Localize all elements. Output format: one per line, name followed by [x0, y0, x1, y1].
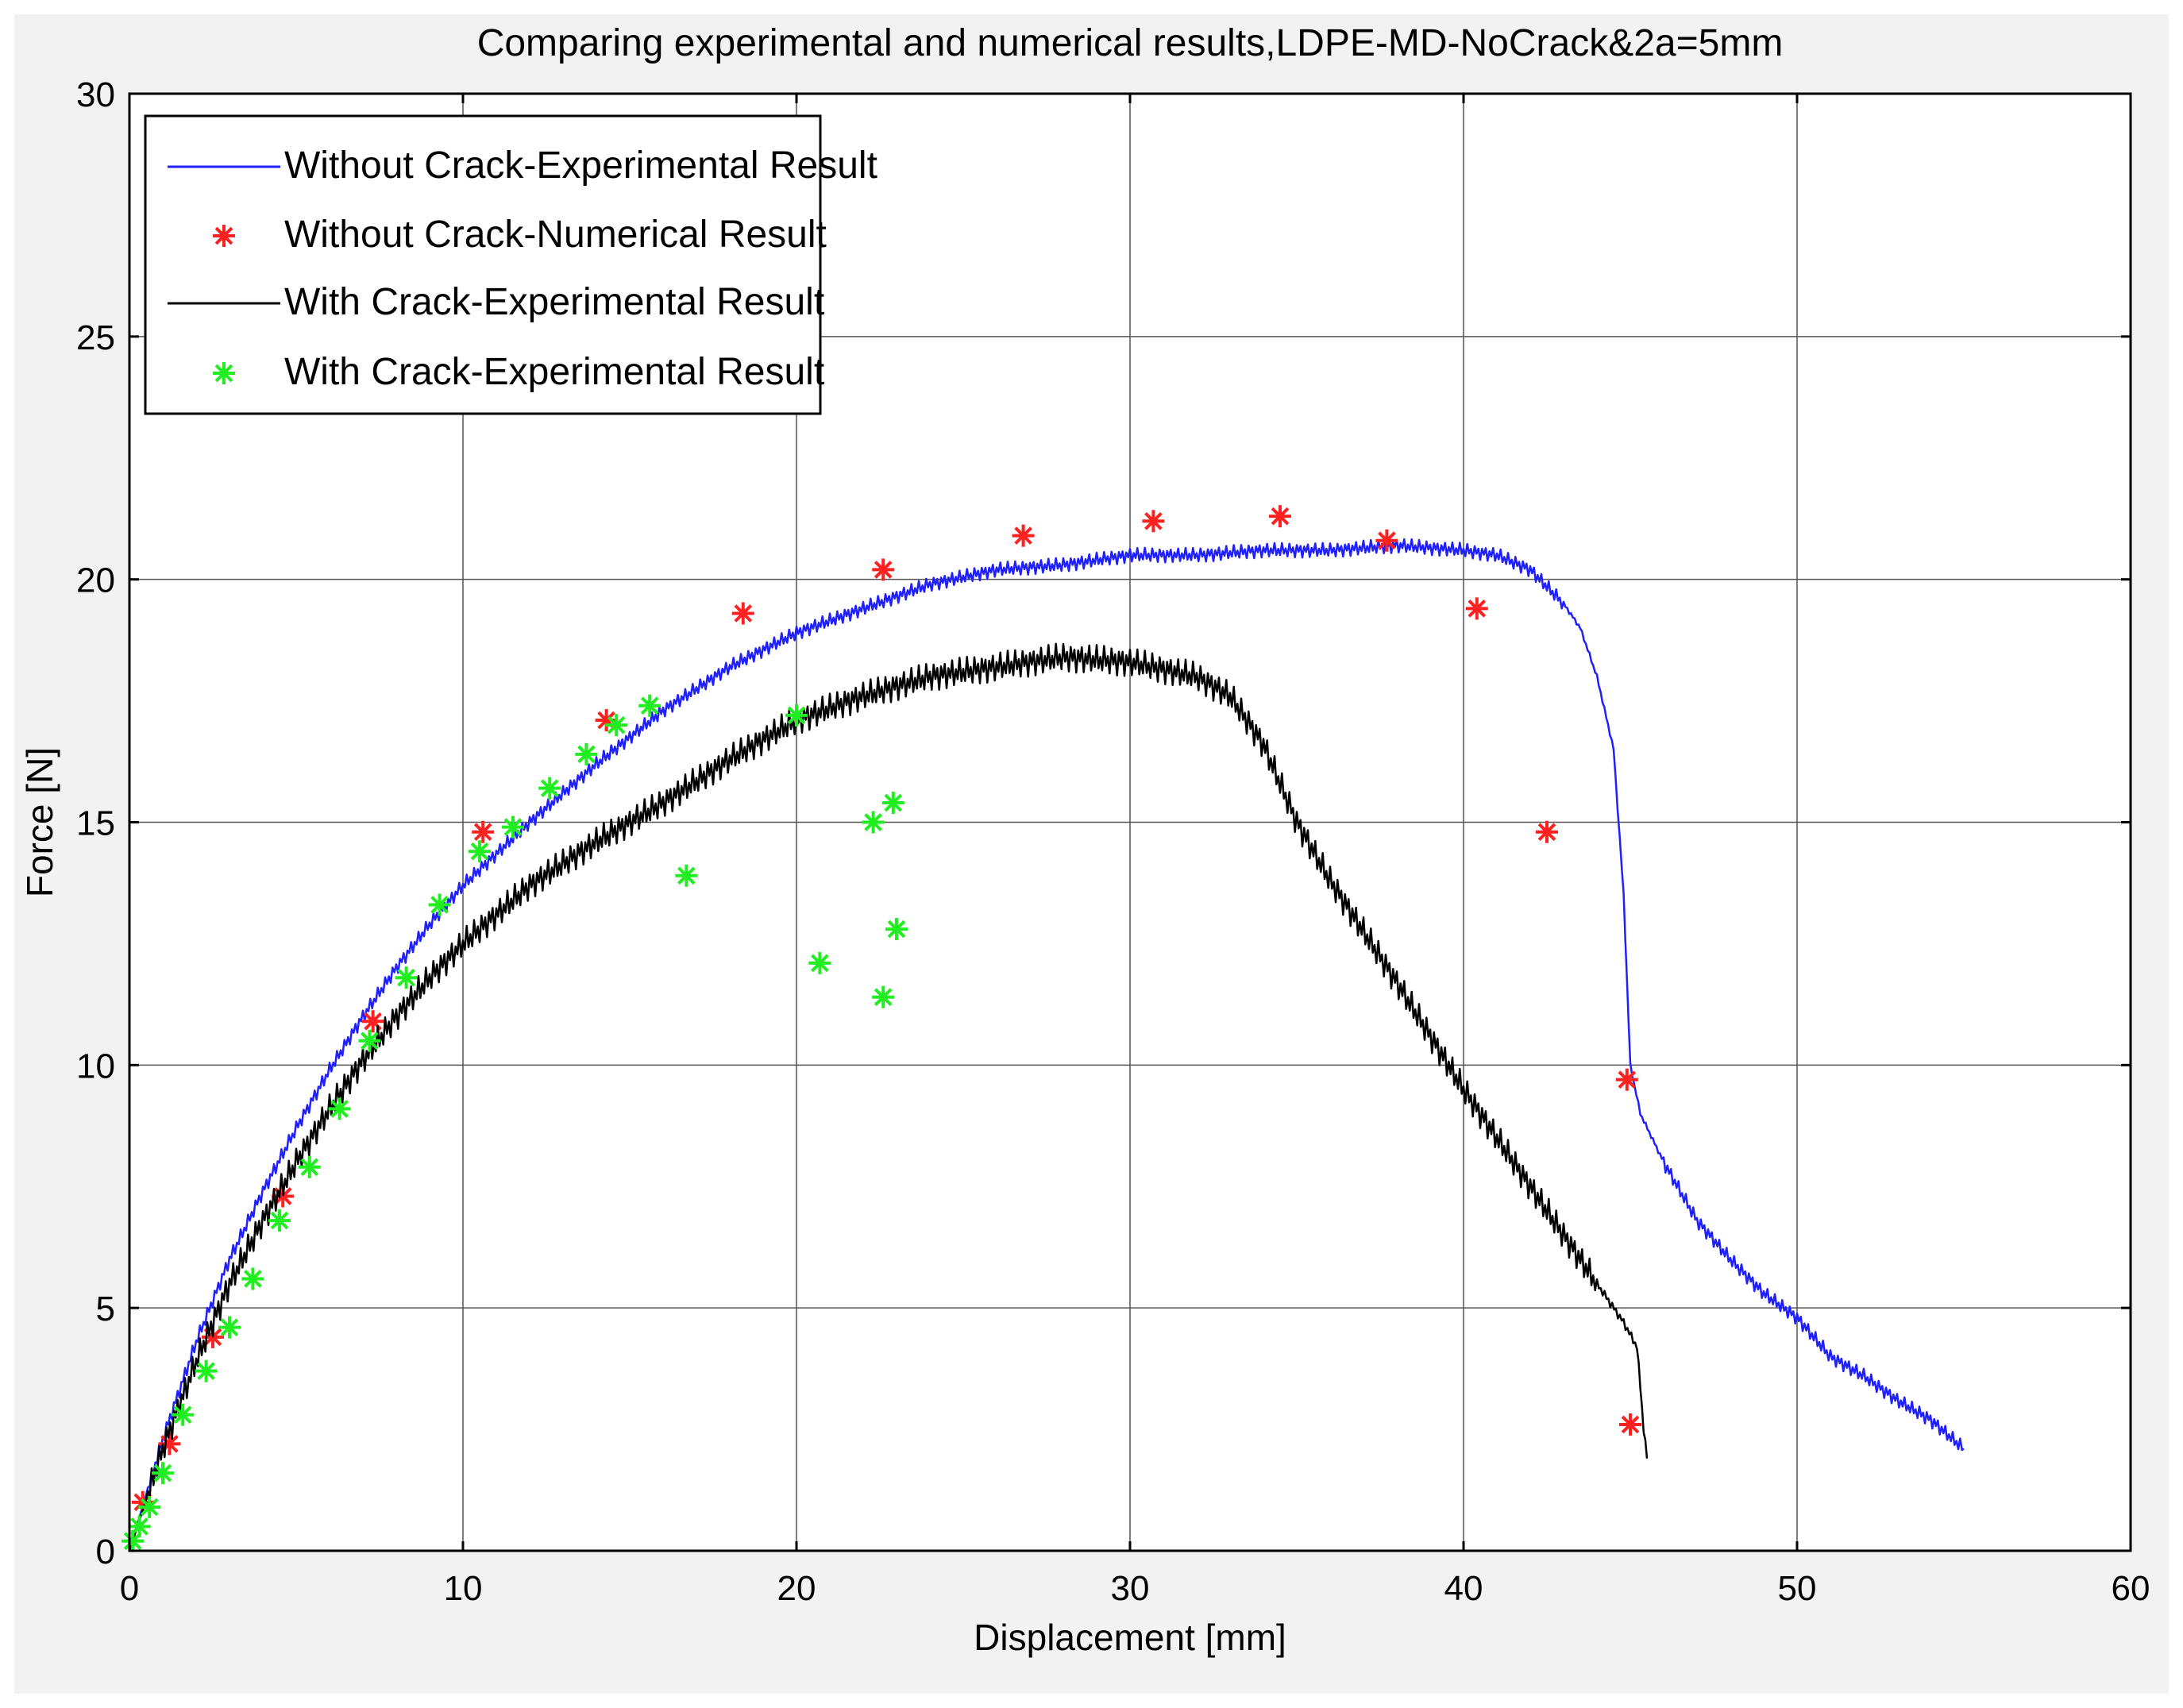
series-3-marker	[358, 1029, 381, 1052]
x-tick-label: 40	[1444, 1569, 1483, 1608]
y-tick-label: 25	[76, 318, 115, 357]
legend-label-without-crack-numerical: Without Crack-Numerical Result	[284, 214, 827, 256]
series-3-marker	[862, 811, 885, 834]
series-3-marker	[808, 951, 831, 974]
series-3-marker	[328, 1097, 351, 1120]
y-tick-label: 15	[76, 804, 115, 843]
series-1-marker	[1142, 510, 1165, 533]
series-3-marker	[195, 1359, 218, 1382]
legend-label-without-crack-experimental: Without Crack-Experimental Result	[284, 145, 877, 187]
x-axis-label: Displacement [mm]	[974, 1617, 1286, 1658]
series-3-marker	[638, 694, 661, 717]
series-1-marker	[731, 602, 754, 625]
series-3-marker	[785, 704, 808, 727]
y-tick-label: 10	[76, 1047, 115, 1085]
grid	[129, 94, 2131, 1551]
chart-title: Comparing experimental and numerical res…	[477, 22, 1784, 64]
series-3-marker	[872, 985, 895, 1008]
x-tick-label: 0	[120, 1569, 139, 1608]
legend-star	[213, 225, 235, 247]
figure-background: Comparing experimental and numerical res…	[14, 14, 2169, 1694]
x-tick-label: 20	[777, 1569, 816, 1608]
series-3-marker	[469, 840, 491, 863]
series-3-marker	[218, 1316, 241, 1339]
legend-swatch-green-marker	[213, 362, 235, 384]
series-layer	[121, 505, 1965, 1552]
x-tick-label: 60	[2112, 1569, 2150, 1608]
x-tick-label: 30	[1111, 1569, 1150, 1608]
series-1-marker	[1375, 529, 1398, 552]
series-1-marker	[472, 820, 495, 843]
y-tick-label: 30	[76, 75, 115, 114]
x-tick-label: 10	[444, 1569, 483, 1608]
series-1-marker	[1615, 1068, 1638, 1091]
series-3-marker	[268, 1209, 291, 1232]
series-3-marker	[298, 1155, 321, 1178]
x-tick-label: 50	[1778, 1569, 1817, 1608]
series-3-marker	[128, 1515, 151, 1538]
legend-label-with-crack-experimental-line: With Crack-Experimental Result	[284, 281, 824, 323]
y-tick-label: 5	[96, 1290, 115, 1328]
y-tick-label: 0	[96, 1533, 115, 1571]
series-3-marker	[885, 918, 908, 941]
series-1-marker	[1536, 820, 1558, 843]
plot-frame	[128, 92, 2132, 1552]
series-3-marker	[502, 815, 524, 839]
series-3-marker	[428, 893, 451, 916]
series-line-0	[128, 538, 1965, 1552]
legend-label-with-crack-experimental-markers: With Crack-Experimental Result	[284, 351, 824, 393]
series-3-marker	[172, 1403, 195, 1426]
legend-star	[213, 362, 235, 384]
series-3-marker	[675, 864, 698, 887]
series-3-marker	[605, 714, 628, 737]
series-3-marker	[152, 1462, 174, 1485]
series-1-marker	[1619, 1413, 1641, 1436]
series-1-marker	[1269, 505, 1291, 528]
series-1-marker	[1012, 524, 1035, 547]
series-3-marker	[575, 742, 598, 765]
series-1-marker	[872, 558, 895, 581]
series-3-marker	[538, 777, 561, 800]
legend: Without Crack-Experimental Result Withou…	[144, 114, 877, 415]
chart: Comparing experimental and numerical res…	[19, 22, 2150, 1658]
axis-ticks: 0 10 20 30 40 50 60 0 5 10 15 20 25 30	[76, 75, 2150, 1608]
series-3-marker	[395, 966, 418, 989]
series-line-2	[128, 642, 1649, 1552]
series-3-marker	[881, 792, 904, 815]
series-1-marker	[1465, 597, 1488, 620]
y-axis-label: Force [N]	[19, 747, 60, 897]
series-3-marker	[138, 1495, 161, 1518]
series-1-marker	[361, 1010, 384, 1033]
series-3-marker	[241, 1267, 264, 1290]
y-tick-label: 20	[76, 561, 115, 600]
legend-swatch-red-marker	[213, 225, 235, 247]
